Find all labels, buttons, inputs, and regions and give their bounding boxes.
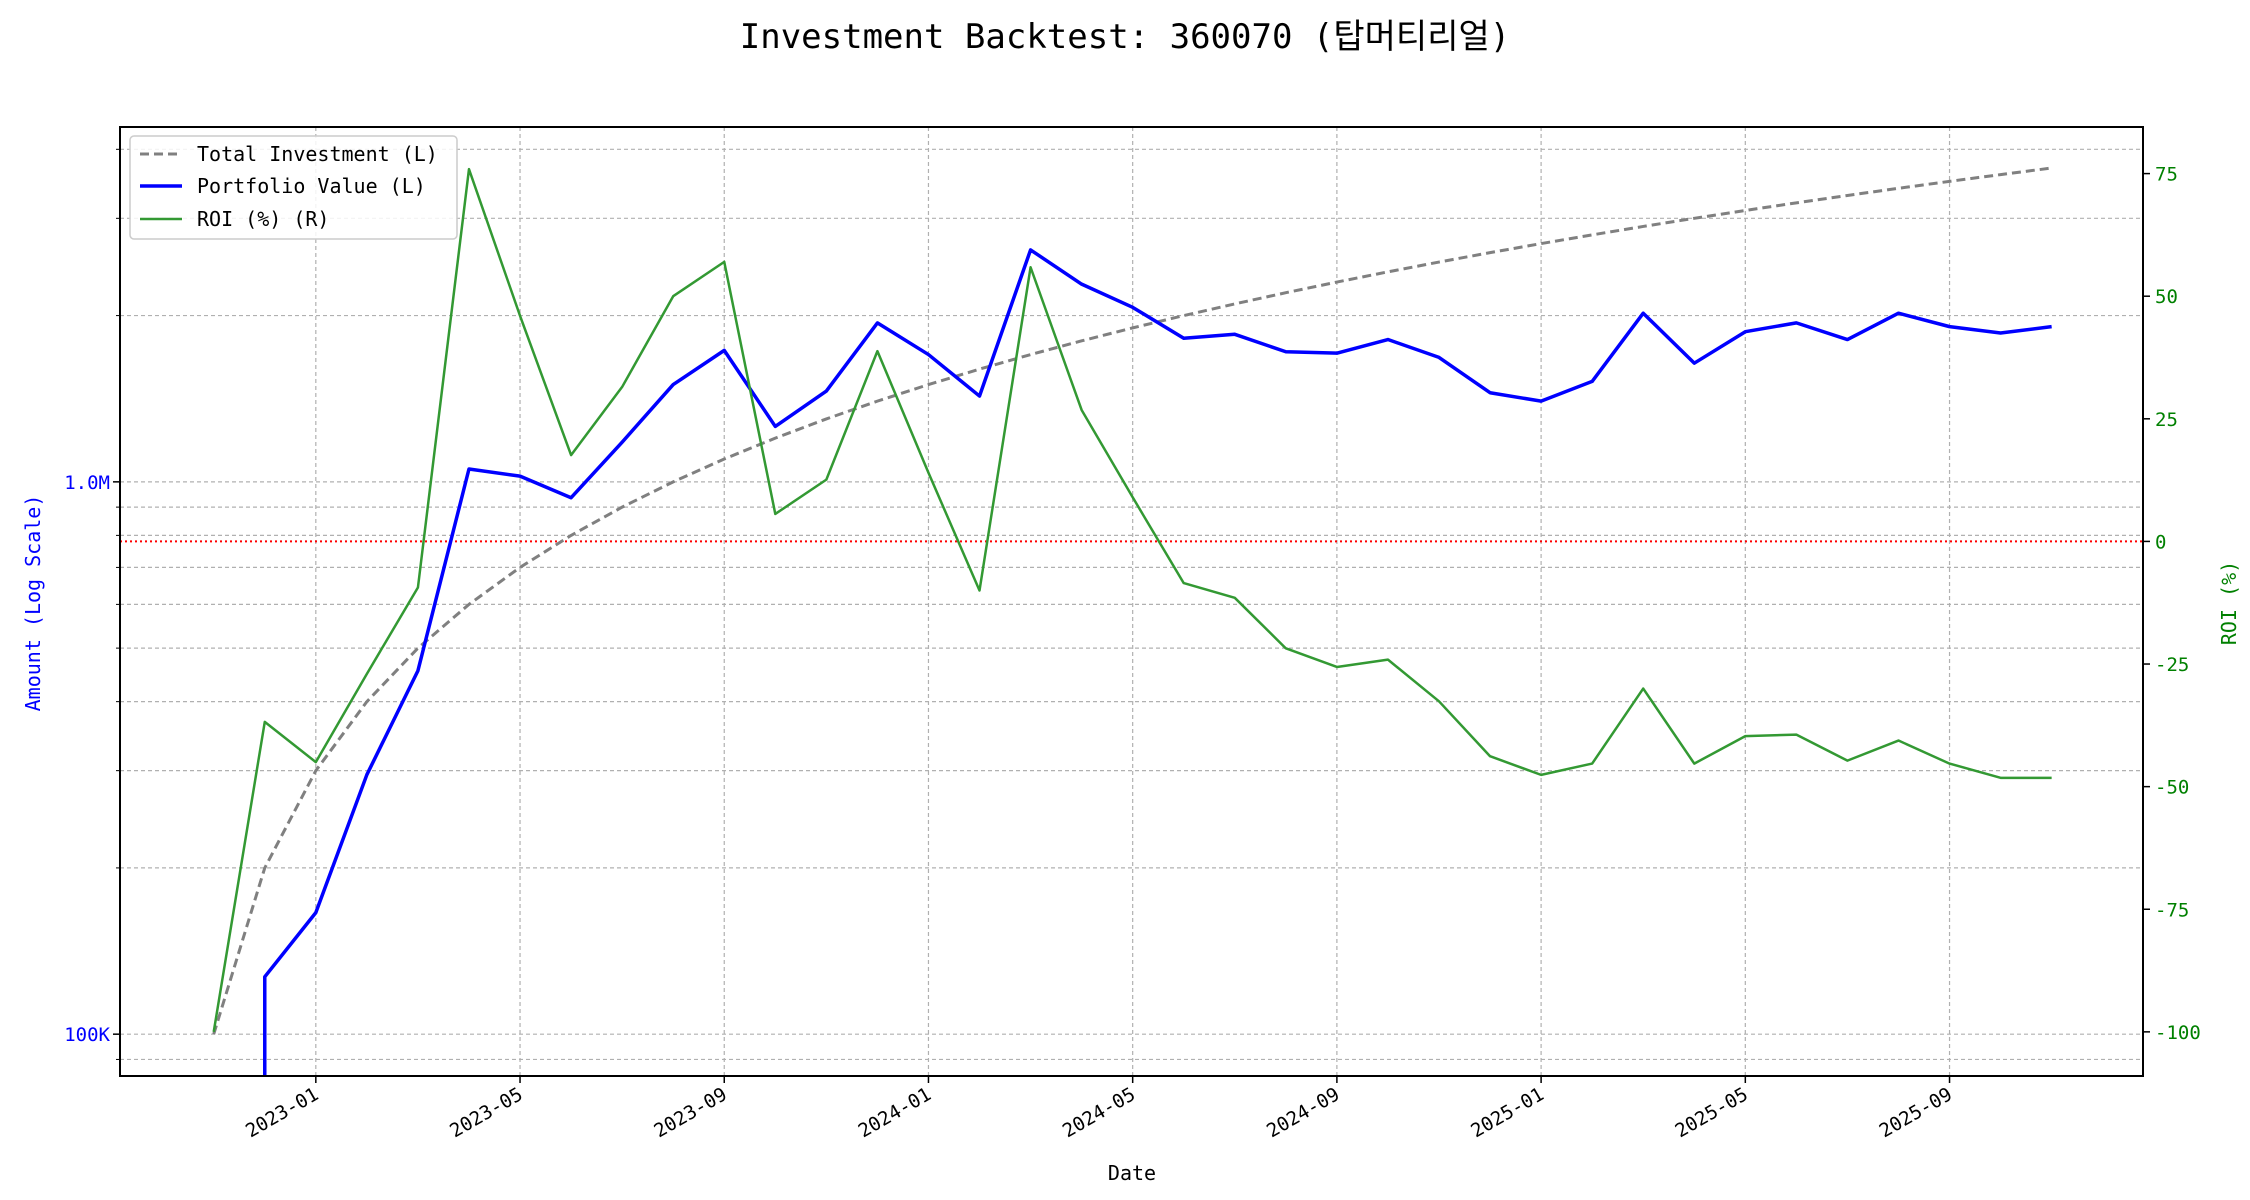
y-axis-label-left: Amount (Log Scale) [21,495,45,712]
series-line-portfolio-value [263,248,2052,1076]
y-right-tick-label: -100 [2155,1022,2201,1044]
y-left-tick-label: 1.0M [64,472,110,494]
y-axis-label-right: ROI (%) [2217,561,2241,645]
y-right-tick-label: 75 [2155,164,2178,186]
x-axis-label: Date [1108,1161,1156,1185]
y-right-tick-label: -50 [2155,777,2189,799]
plot-lines [120,166,2143,1076]
y-right-tick-label: -75 [2155,899,2189,921]
legend-label-roi: ROI (%) (R) [197,207,329,231]
y-right-tick-label: 0 [2155,531,2166,553]
series-line-total-investment [212,166,2052,1035]
y-right-tick-label: -25 [2155,654,2189,676]
chart-title: Investment Backtest: 360070 (탑머티리얼) [740,17,1511,57]
legend: Total Investment (L) Portfolio Value (L)… [129,135,458,240]
legend-label-portfolio: Portfolio Value (L) [197,174,426,198]
series-line-roi [212,167,2052,1033]
legend-label-investment: Total Investment (L) [197,142,438,166]
y-right-tick-label: 50 [2155,286,2178,308]
legend-box [129,135,458,240]
axes-frame [119,126,2144,1077]
y-right-tick-label: 25 [2155,409,2178,431]
y-left-tick-label: 100K [64,1024,110,1046]
